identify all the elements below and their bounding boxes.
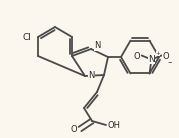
Text: N: N [94,42,100,51]
Text: −: − [168,59,172,64]
Text: N: N [148,55,155,64]
Text: OH: OH [108,120,121,129]
Text: O: O [163,52,169,61]
Text: O: O [134,52,141,61]
Text: +: + [156,51,160,56]
Text: Cl: Cl [22,33,31,42]
Text: O: O [70,124,77,133]
Text: N: N [88,71,94,80]
